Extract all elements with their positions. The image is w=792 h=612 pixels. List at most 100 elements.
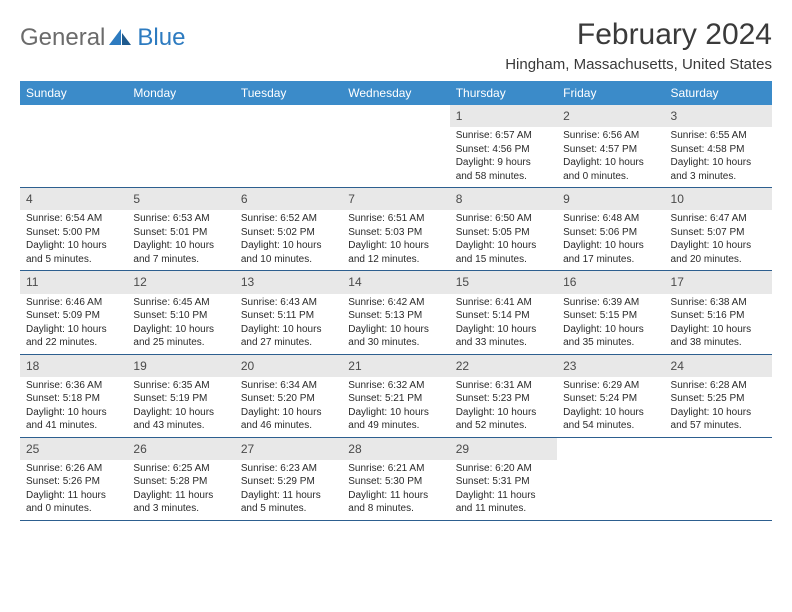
day-body: Sunrise: 6:52 AMSunset: 5:02 PMDaylight:… [235, 210, 342, 270]
day-number: 22 [450, 355, 557, 377]
day-line: and 12 minutes. [348, 253, 443, 267]
day-line: and 11 minutes. [456, 502, 551, 516]
day-body [20, 111, 127, 117]
day-line: and 33 minutes. [456, 336, 551, 350]
day-number: 13 [235, 271, 342, 293]
day-line: Daylight: 11 hours [456, 489, 551, 503]
day-line: Daylight: 11 hours [348, 489, 443, 503]
day-number: 19 [127, 355, 234, 377]
day-cell [342, 105, 449, 187]
day-cell: 5Sunrise: 6:53 AMSunset: 5:01 PMDaylight… [127, 188, 234, 270]
calendar-grid: SundayMondayTuesdayWednesdayThursdayFrid… [20, 81, 772, 521]
day-cell: 26Sunrise: 6:25 AMSunset: 5:28 PMDayligh… [127, 438, 234, 520]
day-line: Sunrise: 6:29 AM [563, 379, 658, 393]
day-line: and 5 minutes. [241, 502, 336, 516]
day-line: Sunset: 4:56 PM [456, 143, 551, 157]
day-line: Sunset: 5:06 PM [563, 226, 658, 240]
day-line: Daylight: 9 hours [456, 156, 551, 170]
day-line: and 25 minutes. [133, 336, 228, 350]
logo-text-sub: Blue [137, 24, 185, 52]
day-line: Sunrise: 6:20 AM [456, 462, 551, 476]
day-line: Sunrise: 6:32 AM [348, 379, 443, 393]
day-number: 12 [127, 271, 234, 293]
day-cell: 25Sunrise: 6:26 AMSunset: 5:26 PMDayligh… [20, 438, 127, 520]
day-cell: 9Sunrise: 6:48 AMSunset: 5:06 PMDaylight… [557, 188, 664, 270]
day-body [127, 111, 234, 117]
day-line: and 15 minutes. [456, 253, 551, 267]
day-line: and 17 minutes. [563, 253, 658, 267]
day-number: 27 [235, 438, 342, 460]
day-line: Daylight: 11 hours [26, 489, 121, 503]
day-number: 6 [235, 188, 342, 210]
day-line: Sunset: 5:20 PM [241, 392, 336, 406]
day-number: 3 [665, 105, 772, 127]
day-body: Sunrise: 6:54 AMSunset: 5:00 PMDaylight:… [20, 210, 127, 270]
logo-sail-icon [109, 29, 131, 47]
day-line: Sunrise: 6:50 AM [456, 212, 551, 226]
day-line: and 20 minutes. [671, 253, 766, 267]
day-line: Sunrise: 6:53 AM [133, 212, 228, 226]
day-body: Sunrise: 6:47 AMSunset: 5:07 PMDaylight:… [665, 210, 772, 270]
day-cell: 3Sunrise: 6:55 AMSunset: 4:58 PMDaylight… [665, 105, 772, 187]
day-line: Daylight: 10 hours [133, 406, 228, 420]
day-cell: 28Sunrise: 6:21 AMSunset: 5:30 PMDayligh… [342, 438, 449, 520]
day-line: and 3 minutes. [671, 170, 766, 184]
day-header: Wednesday [342, 81, 449, 105]
day-line: Daylight: 11 hours [241, 489, 336, 503]
day-line: Sunrise: 6:38 AM [671, 296, 766, 310]
day-number: 5 [127, 188, 234, 210]
day-cell [127, 105, 234, 187]
day-line: Sunrise: 6:26 AM [26, 462, 121, 476]
day-cell: 20Sunrise: 6:34 AMSunset: 5:20 PMDayligh… [235, 355, 342, 437]
day-body: Sunrise: 6:29 AMSunset: 5:24 PMDaylight:… [557, 377, 664, 437]
day-line: Sunrise: 6:31 AM [456, 379, 551, 393]
day-number: 7 [342, 188, 449, 210]
day-line: Daylight: 10 hours [241, 239, 336, 253]
day-cell: 1Sunrise: 6:57 AMSunset: 4:56 PMDaylight… [450, 105, 557, 187]
day-line: Sunrise: 6:43 AM [241, 296, 336, 310]
day-line: Sunrise: 6:55 AM [671, 129, 766, 143]
logo: General Blue [20, 24, 185, 52]
day-cell: 12Sunrise: 6:45 AMSunset: 5:10 PMDayligh… [127, 271, 234, 353]
day-line: and 3 minutes. [133, 502, 228, 516]
week-row: 4Sunrise: 6:54 AMSunset: 5:00 PMDaylight… [20, 188, 772, 271]
day-body: Sunrise: 6:20 AMSunset: 5:31 PMDaylight:… [450, 460, 557, 520]
day-body: Sunrise: 6:25 AMSunset: 5:28 PMDaylight:… [127, 460, 234, 520]
day-cell: 13Sunrise: 6:43 AMSunset: 5:11 PMDayligh… [235, 271, 342, 353]
day-line: and 58 minutes. [456, 170, 551, 184]
day-body: Sunrise: 6:36 AMSunset: 5:18 PMDaylight:… [20, 377, 127, 437]
day-cell: 14Sunrise: 6:42 AMSunset: 5:13 PMDayligh… [342, 271, 449, 353]
day-line: Sunrise: 6:51 AM [348, 212, 443, 226]
day-line: Sunrise: 6:56 AM [563, 129, 658, 143]
day-body: Sunrise: 6:26 AMSunset: 5:26 PMDaylight:… [20, 460, 127, 520]
day-line: Sunset: 5:18 PM [26, 392, 121, 406]
day-line: Sunset: 5:21 PM [348, 392, 443, 406]
day-line: Daylight: 10 hours [133, 323, 228, 337]
day-number: 23 [557, 355, 664, 377]
day-cell: 17Sunrise: 6:38 AMSunset: 5:16 PMDayligh… [665, 271, 772, 353]
day-line: Sunset: 5:05 PM [456, 226, 551, 240]
day-line: and 30 minutes. [348, 336, 443, 350]
day-line: Daylight: 10 hours [456, 323, 551, 337]
day-line: Sunrise: 6:46 AM [26, 296, 121, 310]
day-line: and 38 minutes. [671, 336, 766, 350]
day-cell [235, 105, 342, 187]
day-line: Sunset: 5:24 PM [563, 392, 658, 406]
day-line: Sunset: 5:23 PM [456, 392, 551, 406]
day-number: 26 [127, 438, 234, 460]
day-number: 16 [557, 271, 664, 293]
day-line: and 27 minutes. [241, 336, 336, 350]
day-line: Sunrise: 6:34 AM [241, 379, 336, 393]
day-cell: 11Sunrise: 6:46 AMSunset: 5:09 PMDayligh… [20, 271, 127, 353]
day-line: Sunset: 5:11 PM [241, 309, 336, 323]
day-body: Sunrise: 6:45 AMSunset: 5:10 PMDaylight:… [127, 294, 234, 354]
day-cell: 10Sunrise: 6:47 AMSunset: 5:07 PMDayligh… [665, 188, 772, 270]
day-line: Sunset: 5:03 PM [348, 226, 443, 240]
day-line: and 54 minutes. [563, 419, 658, 433]
day-cell: 16Sunrise: 6:39 AMSunset: 5:15 PMDayligh… [557, 271, 664, 353]
month-title: February 2024 [505, 18, 772, 52]
day-cell: 2Sunrise: 6:56 AMSunset: 4:57 PMDaylight… [557, 105, 664, 187]
day-line: Daylight: 10 hours [563, 406, 658, 420]
day-line: Daylight: 10 hours [348, 406, 443, 420]
day-number: 21 [342, 355, 449, 377]
